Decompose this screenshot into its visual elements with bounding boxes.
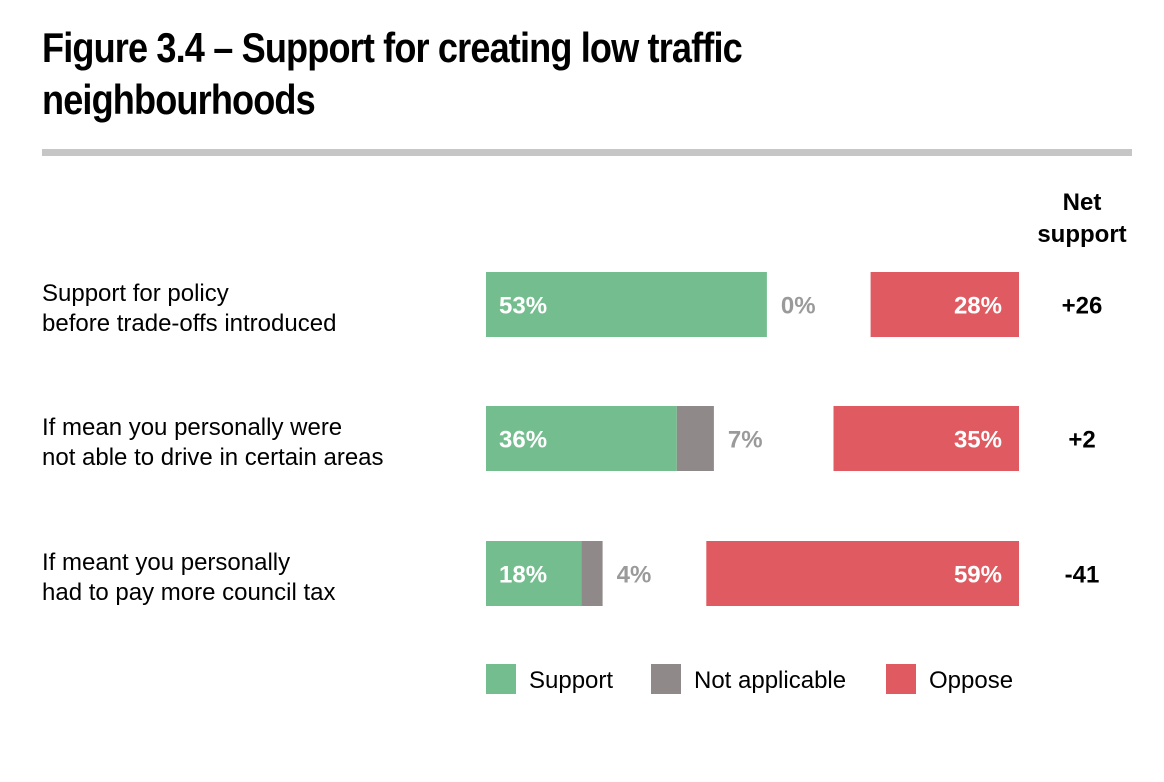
net-support-header-line-2: support	[1037, 221, 1126, 248]
bar-support	[486, 541, 582, 606]
net-support-value: +26	[1062, 293, 1103, 320]
legend-swatch	[886, 664, 916, 694]
legend: Support Not applicable Oppose	[486, 664, 1013, 694]
bar-row: If mean you personally were not able to d…	[42, 406, 1096, 471]
legend-swatch	[651, 664, 681, 694]
category-label: Support for policy before trade-offs intr…	[42, 280, 336, 337]
bar-not-applicable-label: 7%	[728, 427, 763, 454]
bar-oppose-label: 35%	[954, 427, 1002, 454]
bar-oppose	[870, 272, 1019, 337]
net-support-header-line-1: Net	[1063, 189, 1102, 216]
category-label-line: not able to drive in certain areas	[42, 444, 384, 471]
legend-item: Not applicable	[651, 664, 846, 694]
category-label: If mean you personally were not able to d…	[42, 414, 384, 471]
net-support-value: +2	[1068, 427, 1095, 454]
category-label-line: before trade-offs introduced	[42, 310, 336, 337]
page-title: Figure 3.4 – Support for creating low tr…	[42, 24, 743, 123]
category-label-line: had to pay more council tax	[42, 579, 336, 606]
net-support-value: -41	[1065, 562, 1100, 589]
bar-support	[486, 272, 767, 337]
bar-oppose	[706, 541, 1019, 606]
category-label: If meant you personally had to pay more c…	[42, 549, 336, 606]
category-label-line: Support for policy	[42, 280, 229, 307]
bar-support-label: 18%	[499, 562, 547, 589]
net-support-header: Net support	[1037, 189, 1126, 248]
bar-support	[486, 406, 677, 471]
bar-oppose-label: 28%	[954, 293, 1002, 320]
bar-not-applicable-label: 0%	[781, 293, 816, 320]
bar-not-applicable	[581, 541, 603, 606]
legend-label: Support	[529, 667, 613, 694]
bar-oppose	[833, 406, 1019, 471]
legend-item: Oppose	[886, 664, 1013, 694]
category-label-line: If meant you personally	[42, 549, 290, 576]
bar-row: Support for policy before trade-offs intr…	[42, 272, 1102, 337]
bar-support-label: 36%	[499, 427, 547, 454]
legend-label: Not applicable	[694, 667, 846, 694]
category-label-line: If mean you personally were	[42, 414, 342, 441]
bar-support-label: 53%	[499, 293, 547, 320]
bar-oppose-label: 59%	[954, 562, 1002, 589]
bar-not-applicable	[676, 406, 714, 471]
legend-item: Support	[486, 664, 613, 694]
legend-swatch	[486, 664, 516, 694]
title-divider	[42, 149, 1132, 156]
bar-row: If meant you personally had to pay more c…	[42, 541, 1099, 606]
bar-not-applicable-label: 4%	[617, 562, 652, 589]
legend-label: Oppose	[929, 667, 1013, 694]
